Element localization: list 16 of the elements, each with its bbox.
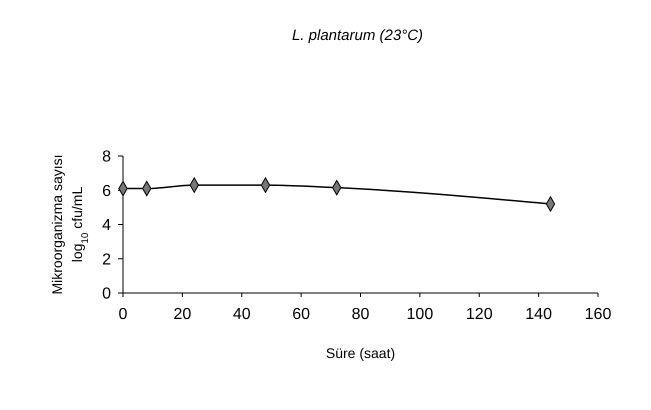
x-tick-label: 80: [352, 306, 370, 323]
x-tick-label: 100: [406, 306, 434, 323]
x-tick-label: 0: [118, 306, 128, 323]
x-tick-label: 20: [173, 306, 192, 323]
y-tick-label: 2: [102, 251, 112, 268]
y-tick-label: 6: [102, 182, 112, 200]
y-tick-label: 4: [102, 217, 112, 234]
x-tick-label: 140: [525, 306, 552, 323]
x-tick-label: 60: [292, 306, 310, 323]
y-tick-label: 8: [102, 148, 112, 166]
x-tick-label: 120: [466, 306, 493, 323]
y-tick-label: 0: [102, 286, 112, 303]
x-tick-label: 160: [584, 306, 612, 323]
chart-title: L. plantarum (23°C): [292, 27, 424, 44]
x-axis-title: Süre (saat): [326, 345, 396, 361]
x-tick-label: 40: [232, 306, 251, 323]
